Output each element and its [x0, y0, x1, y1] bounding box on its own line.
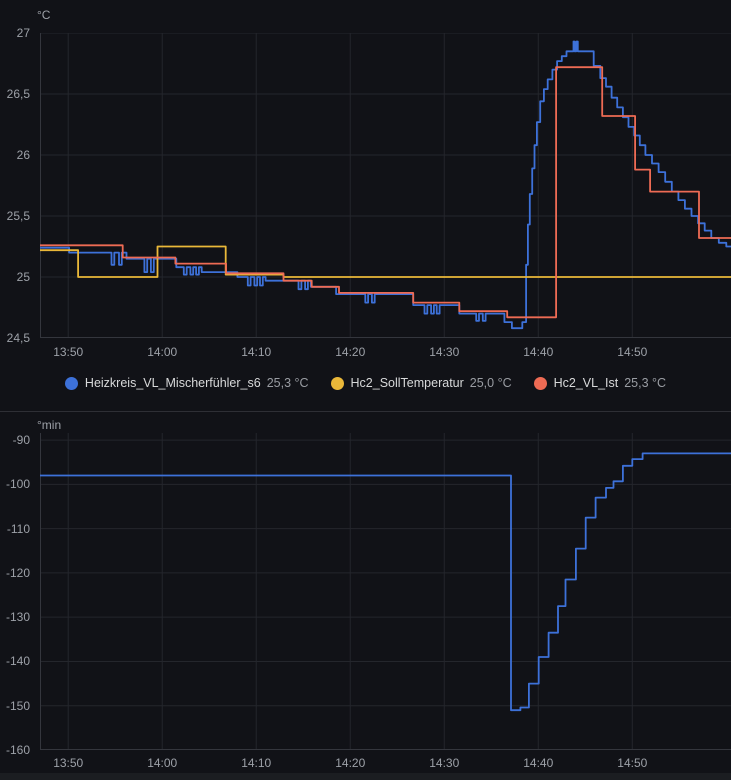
y-tick-label: -100: [5, 477, 30, 492]
y-tick-label: 25: [16, 270, 30, 284]
x-tick-label: 14:00: [147, 345, 178, 359]
y-tick-label: 24,5: [6, 331, 30, 345]
next-panel-edge: [0, 773, 731, 780]
y-tick-label: -120: [5, 565, 30, 580]
series-color-dot-red: [533, 376, 547, 390]
panel-divider: [0, 411, 731, 412]
x-tick-label: 14:50: [617, 756, 648, 770]
x-axis-time-top: 13:50 14:00 14:10 14:20 14:30 14:40 14:50: [40, 345, 731, 361]
legend-series-name: Hc2_VL_Ist: [553, 376, 619, 390]
legend-series-value: 25,0 °C: [469, 376, 512, 390]
legend-item-hc2-solltemperatur[interactable]: Hc2_SollTemperatur 25,0 °C: [330, 376, 512, 390]
y-tick-label: -160: [5, 743, 30, 757]
series-color-dot-blue: [64, 376, 78, 390]
legend-item-heizkreis-vl-mischerfuehler[interactable]: Heizkreis_VL_Mischerfühler_s6 25,3 °C: [64, 376, 309, 390]
y-tick-label: -90: [12, 433, 30, 448]
x-tick-label: 14:40: [523, 756, 554, 770]
y-tick-label: -150: [5, 698, 30, 713]
temperature-chart-plot[interactable]: [40, 33, 731, 338]
legend-series-value: 25,3 °C: [624, 376, 667, 390]
y-axis-temperature: 27 26,5 26 25,5 25 24,5: [0, 26, 35, 345]
y-axis-unit-label-degree-minutes: °min: [37, 418, 62, 432]
x-tick-label: 13:50: [53, 345, 84, 359]
y-axis-unit-label-celsius: °C: [37, 8, 51, 22]
legend-item-hc2-vl-ist[interactable]: Hc2_VL_Ist 25,3 °C: [533, 376, 667, 390]
x-tick-label: 13:50: [53, 756, 84, 770]
x-axis-time-bottom: 13:50 14:00 14:10 14:20 14:30 14:40 14:50: [40, 756, 731, 772]
legend-series-value: 25,3 °C: [266, 376, 309, 390]
legend: Heizkreis_VL_Mischerfühler_s6 25,3 °C Hc…: [0, 372, 731, 394]
y-tick-label: 26: [16, 148, 30, 162]
x-tick-label: 14:30: [429, 345, 460, 359]
x-tick-label: 14:00: [147, 756, 178, 770]
y-axis-degree-minutes: -90 -100 -110 -120 -130 -140 -150 -160: [0, 433, 35, 757]
legend-series-name: Heizkreis_VL_Mischerfühler_s6: [84, 376, 261, 390]
legend-series-name: Hc2_SollTemperatur: [350, 376, 464, 390]
y-tick-label: 25,5: [6, 209, 30, 223]
y-tick-label: -130: [5, 610, 30, 625]
series-line-Heizkreis_VL_Mischerfühler_s6: [40, 40, 731, 330]
x-tick-label: 14:30: [429, 756, 460, 770]
y-tick-label: 27: [16, 26, 30, 40]
series-line-cooldown-minutes: [40, 452, 731, 712]
series-color-dot-yellow: [330, 376, 344, 390]
y-tick-label: -110: [6, 521, 30, 536]
x-tick-label: 14:20: [335, 756, 366, 770]
x-tick-label: 14:10: [241, 345, 272, 359]
x-tick-label: 14:40: [523, 345, 554, 359]
x-tick-label: 14:10: [241, 756, 272, 770]
x-tick-label: 14:20: [335, 345, 366, 359]
series-line-Hc2_VL_Ist: [40, 66, 731, 319]
y-tick-label: -140: [5, 654, 30, 669]
y-tick-label: 26,5: [6, 87, 30, 101]
degree-minutes-chart-plot[interactable]: [40, 433, 731, 750]
x-tick-label: 14:50: [617, 345, 648, 359]
